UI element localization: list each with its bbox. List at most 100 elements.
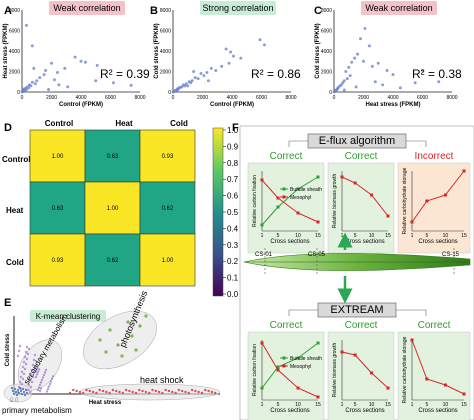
scatter-point	[342, 88, 346, 92]
cluster-dot	[22, 360, 26, 364]
scatter-point	[344, 70, 348, 73]
mini-x-tick: 5	[425, 233, 428, 239]
legend-marker	[282, 356, 286, 360]
panel-letter-d: D	[4, 122, 12, 134]
cluster-dot	[200, 391, 204, 395]
cluster-dot	[49, 380, 53, 383]
legend-label: Bundle sheath	[290, 356, 322, 362]
scatter-point	[32, 66, 36, 70]
legend-label: Mesophyl	[290, 195, 311, 201]
scatter-point	[63, 66, 67, 70]
correlation-badge-text: Weak correlation	[53, 3, 120, 13]
scatter-point	[231, 54, 235, 58]
kmeans-badge	[30, 310, 106, 322]
x-axis-label: Heat stress (FPKM)	[365, 102, 420, 108]
cluster-dot	[42, 373, 46, 377]
scatter-point	[193, 76, 197, 80]
panel-letter-c: C	[314, 5, 322, 17]
cluster-dot	[14, 390, 18, 394]
mini-x-tick: 1	[411, 233, 414, 239]
cluster-dot	[85, 388, 88, 392]
scatter-point	[345, 77, 349, 81]
cluster-dot	[45, 390, 49, 393]
x-tick-label: 4000	[226, 95, 237, 101]
heatmap-row-label: Heat	[6, 206, 24, 215]
bundle-sheath-line	[261, 176, 319, 226]
legend-marker	[282, 187, 286, 191]
cluster-dot	[116, 343, 120, 347]
cluster-dot	[75, 389, 78, 393]
cluster-dot	[22, 390, 26, 394]
scatter-point	[381, 83, 385, 87]
cluster-dot	[23, 367, 27, 371]
heatmap-value: 0.62	[162, 206, 174, 212]
carbohydrate-line	[411, 339, 465, 395]
colorbar-tick-label: 0.0	[227, 290, 239, 299]
cluster-dot	[30, 368, 34, 372]
heatmap-cell	[29, 129, 86, 183]
mini-y-label: Relative carbohydrate storage	[402, 167, 408, 234]
verdict-label: Correct	[345, 320, 378, 331]
cluster-dot	[184, 390, 187, 394]
cluster-dot	[17, 391, 21, 395]
cluster-dot	[20, 382, 24, 386]
cluster-dot	[78, 390, 82, 394]
heatmap-col-label: Heat	[115, 119, 133, 128]
cluster-dot	[29, 373, 33, 377]
cluster-dot	[98, 388, 101, 392]
cluster-dot	[128, 389, 131, 393]
scatter-point	[391, 73, 395, 77]
mini-x-tick: 10	[295, 402, 301, 408]
y-tick-label: 4000	[160, 49, 171, 55]
cluster-dot	[190, 388, 194, 392]
y-tick-label: 4000	[321, 49, 332, 55]
bundle-sheath-line	[261, 342, 319, 389]
biomass-point	[353, 181, 357, 185]
cluster-dot	[23, 355, 27, 359]
scatter-point	[220, 64, 224, 68]
cluster-dot	[98, 338, 102, 342]
mini-x-label: Cross sections	[270, 408, 309, 414]
bundle-sheath-point	[316, 341, 320, 345]
cluster-dot	[204, 388, 207, 392]
mesophyl-point	[276, 196, 280, 200]
cluster-dot	[104, 350, 108, 354]
mesophyl-point	[260, 178, 264, 182]
bundle-sheath-point	[296, 187, 300, 191]
scatter-point	[353, 56, 357, 60]
heatmap-col-label: Cold	[170, 119, 188, 128]
carbohydrate-point	[425, 199, 429, 203]
cluster-dot	[24, 388, 28, 392]
cluster-dot	[43, 371, 47, 374]
mini-x-tick: 15	[461, 402, 467, 408]
verdict-label: Correct	[345, 151, 378, 162]
mini-y-label: Relative carbon fixation	[252, 344, 258, 396]
cluster-dot	[37, 386, 41, 389]
scatter-point	[187, 80, 191, 84]
scatter-point	[398, 86, 402, 90]
correlation-badge	[361, 1, 437, 15]
cluster-dot	[138, 324, 142, 328]
cluster-dot	[138, 388, 141, 392]
cluster-dot	[31, 363, 35, 367]
primary-metabolism-label: primary metabolism	[2, 406, 72, 415]
scatter-panel-b: 0 2000 4000 6000 8000 0 2000 4000 6000 8000 Contro…	[154, 1, 301, 108]
scatter-point	[47, 87, 51, 91]
verdict-label: Correct	[270, 320, 303, 331]
mini-x-tick: 10	[443, 233, 449, 239]
cluster-dot	[126, 320, 130, 324]
mesophyl-line	[261, 342, 319, 398]
heatmap-value: 0.63	[107, 154, 119, 160]
scatter-point	[33, 82, 37, 86]
verdict-label: Correct	[418, 320, 451, 331]
heatmap-cell	[139, 181, 196, 235]
cluster-dot	[22, 372, 26, 376]
scatter-point	[332, 90, 336, 94]
scatter-point	[258, 38, 262, 42]
scatter-point	[354, 85, 358, 89]
scatter-point	[347, 65, 351, 69]
y-tick-label: 0	[17, 90, 20, 96]
cluster-dot	[51, 375, 55, 378]
bundle-sheath-point	[276, 205, 280, 209]
y-tick-label: 8000	[9, 8, 20, 14]
